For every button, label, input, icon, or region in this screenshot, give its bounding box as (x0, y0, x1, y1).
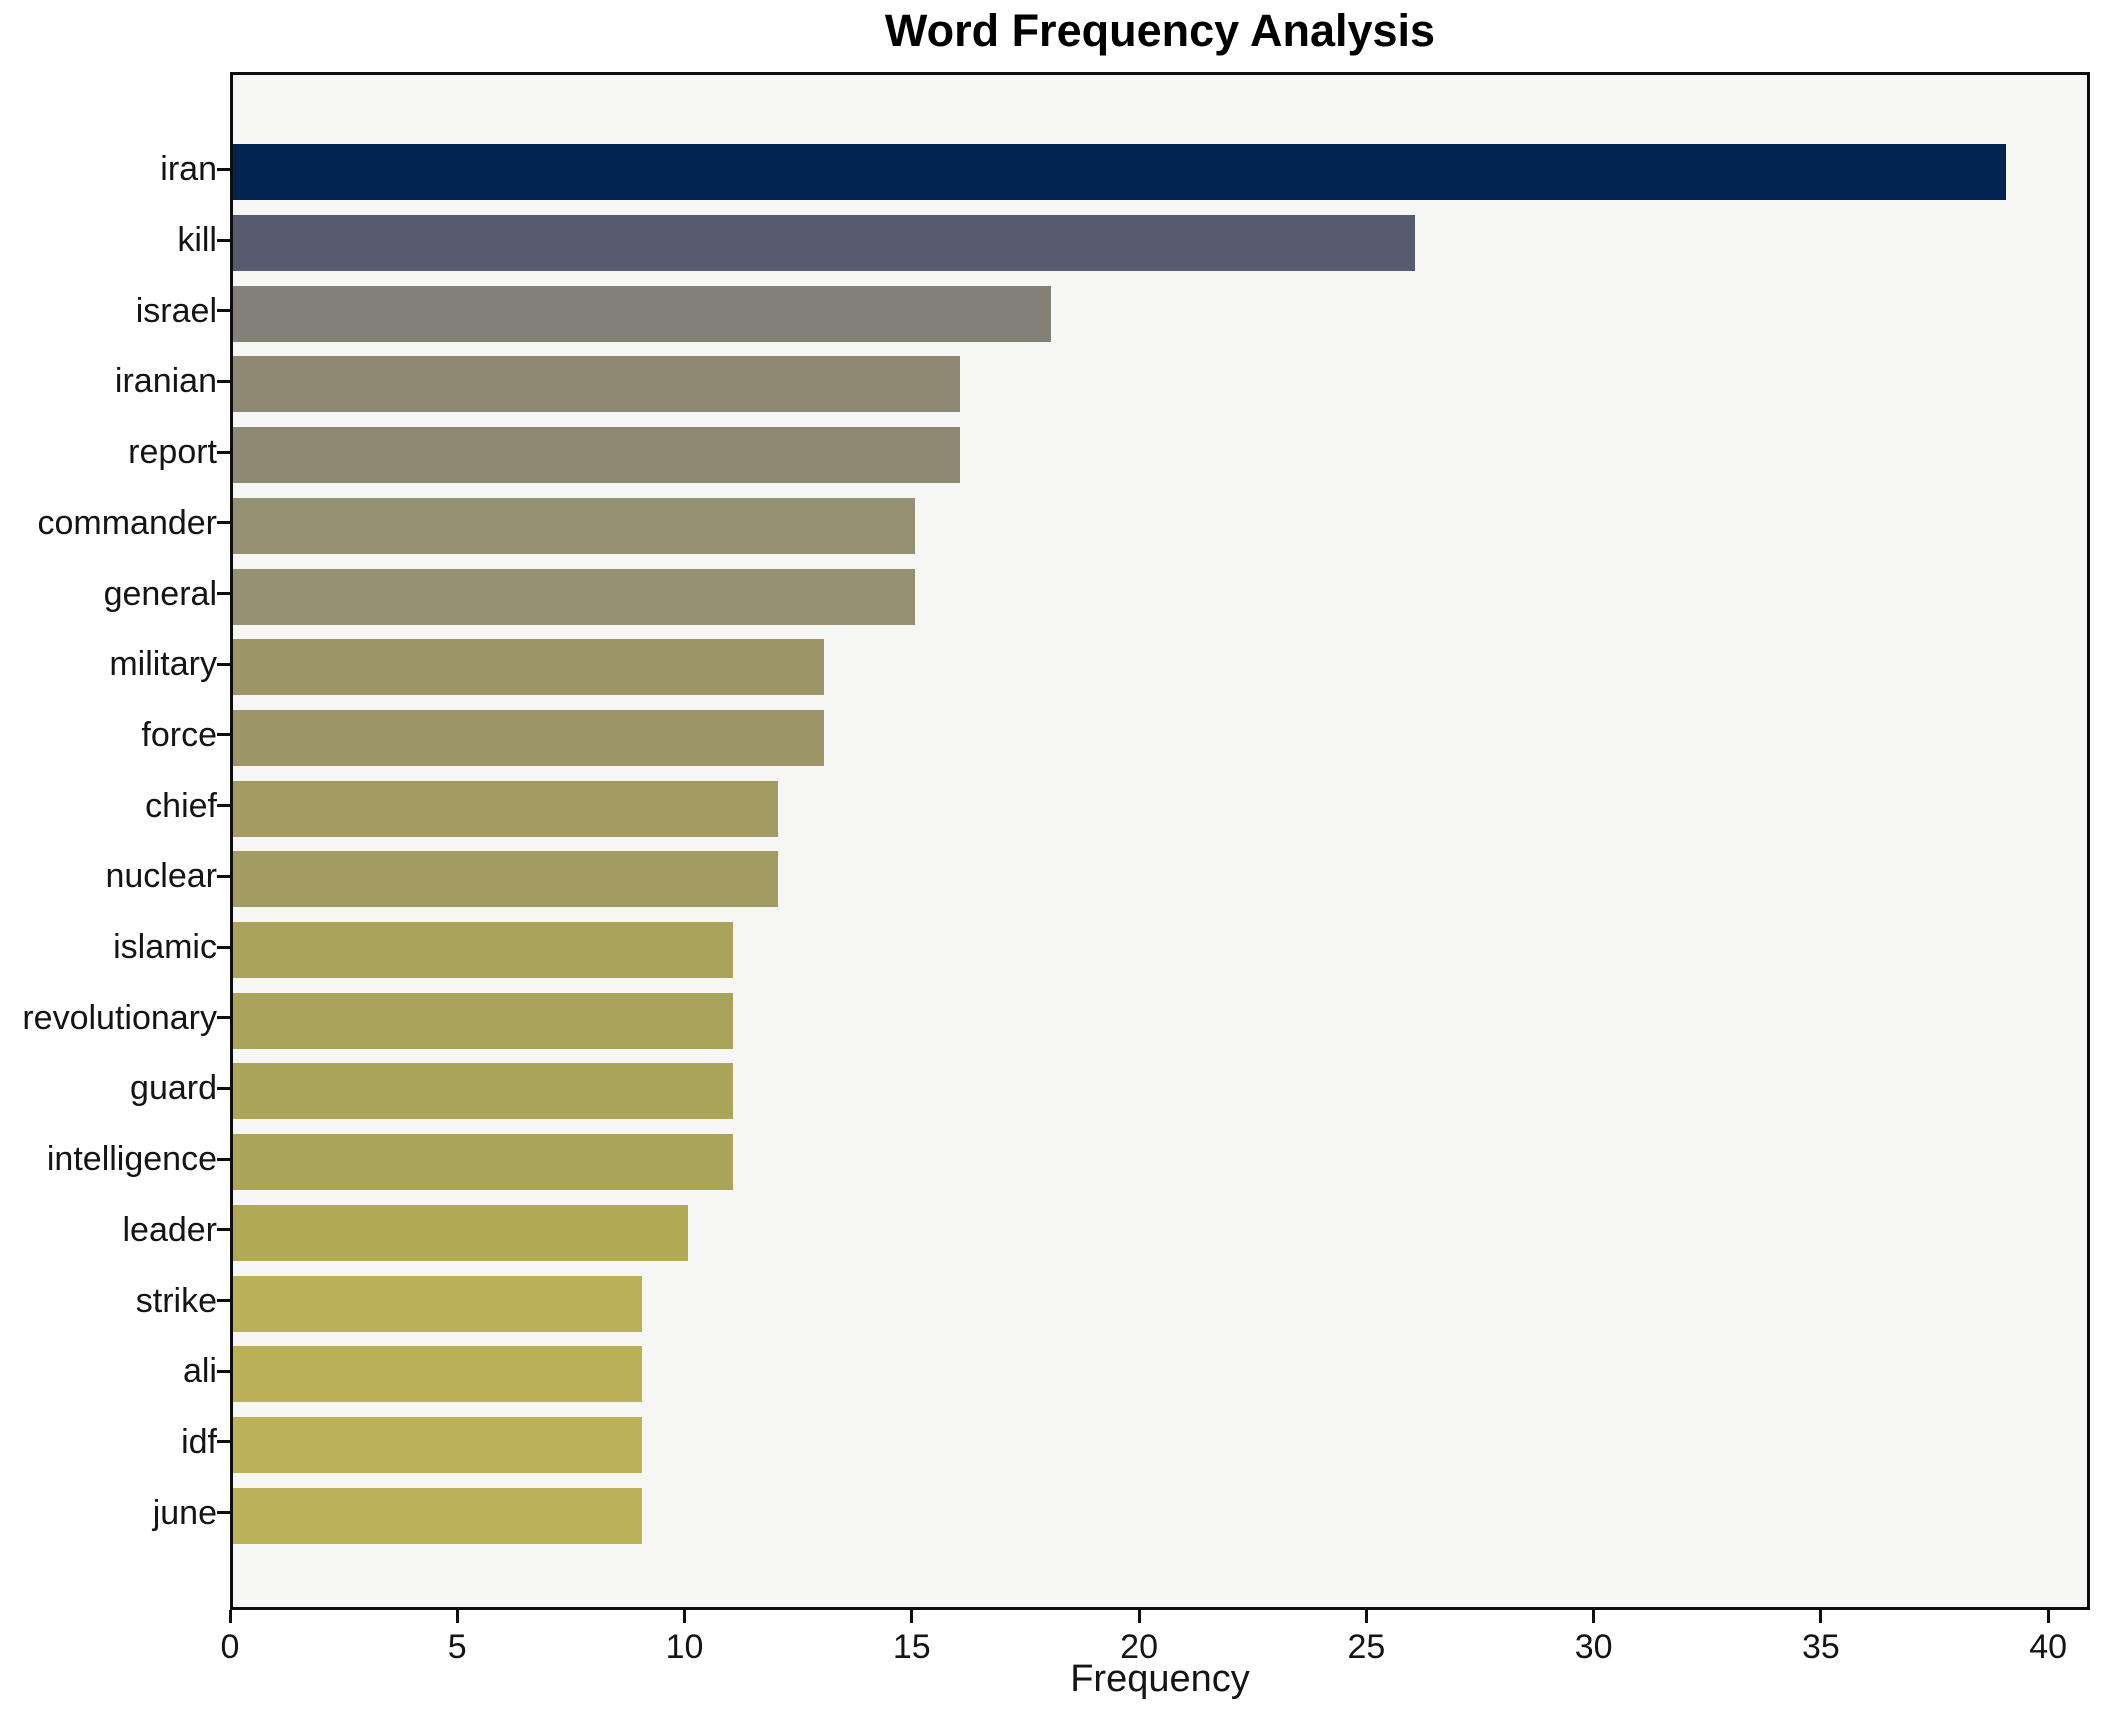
ytick-mark (217, 1086, 230, 1090)
xtick-label-20: 20 (1120, 1628, 1158, 1666)
xtick-mark (1819, 1610, 1823, 1623)
ytick-label-revolutionary: revolutionary (22, 998, 217, 1037)
xtick-label-5: 5 (447, 1628, 467, 1666)
ytick-label-israel: israel (135, 291, 217, 330)
xtick-label-40: 40 (2029, 1628, 2068, 1666)
xtick-mark (910, 1610, 914, 1623)
xtick-label-10: 10 (665, 1628, 704, 1666)
ytick-label-iranian: iranian (114, 362, 217, 401)
ytick-label-nuclear: nuclear (105, 857, 217, 896)
ytick-mark (217, 804, 230, 808)
x-axis-label: Frequency (1070, 1658, 1250, 1700)
chart-title: Word Frequency Analysis (884, 5, 1436, 56)
ytick-label-intelligence: intelligence (46, 1140, 217, 1179)
ytick-mark (217, 379, 230, 383)
bar-kill (233, 215, 1415, 272)
bar-ali (233, 1346, 643, 1403)
bar-leader (233, 1204, 688, 1261)
ytick-mark (217, 167, 230, 171)
ytick-label-june: june (152, 1493, 217, 1532)
ytick-label-report: report (128, 433, 217, 472)
bar-islamic (233, 922, 733, 979)
bar-general (233, 568, 915, 625)
ytick-label-force: force (141, 715, 217, 754)
ytick-label-strike: strike (135, 1281, 217, 1320)
bar-strike (233, 1275, 643, 1332)
ytick-mark (217, 592, 230, 596)
ytick-mark (217, 309, 230, 313)
bar-intelligence (233, 1134, 733, 1191)
ytick-label-chief: chief (145, 786, 217, 825)
xtick-label-30: 30 (1574, 1628, 1613, 1666)
ytick-mark (217, 874, 230, 878)
ytick-label-commander: commander (37, 503, 217, 542)
xtick-mark (228, 1610, 232, 1623)
bar-israel (233, 285, 1052, 342)
bar-idf (233, 1416, 643, 1473)
bar-guard (233, 1063, 733, 1120)
ytick-label-guard: guard (130, 1069, 217, 1108)
bar-iran (233, 144, 2006, 201)
ytick-mark (217, 1440, 230, 1444)
ytick-label-kill: kill (177, 221, 217, 260)
xtick-label-35: 35 (1801, 1628, 1840, 1666)
bar-chief (233, 780, 779, 837)
xtick-mark (1137, 1610, 1141, 1623)
ytick-label-ali: ali (182, 1352, 217, 1391)
xtick-mark (1364, 1610, 1368, 1623)
ytick-mark (217, 1157, 230, 1161)
ytick-mark (217, 662, 230, 666)
xtick-mark (455, 1610, 459, 1623)
ytick-mark (217, 521, 230, 525)
xtick-label-0: 0 (220, 1628, 240, 1666)
ytick-label-general: general (103, 574, 217, 613)
ytick-mark (217, 733, 230, 737)
bar-report (233, 427, 961, 484)
xtick-label-15: 15 (892, 1628, 931, 1666)
ytick-mark (217, 1511, 230, 1515)
plot-area (230, 72, 2090, 1610)
ytick-label-idf: idf (181, 1422, 217, 1461)
ytick-mark (217, 1228, 230, 1232)
ytick-mark (217, 238, 230, 242)
bar-military (233, 639, 824, 696)
ytick-label-islamic: islamic (113, 928, 217, 967)
ytick-label-leader: leader (122, 1210, 217, 1249)
bar-force (233, 709, 824, 766)
xtick-label-25: 25 (1347, 1628, 1386, 1666)
ytick-mark (217, 450, 230, 454)
ytick-label-military: military (109, 645, 217, 684)
xtick-mark (1592, 1610, 1596, 1623)
ytick-mark (217, 945, 230, 949)
bar-revolutionary (233, 992, 733, 1049)
ytick-label-iran: iran (160, 150, 217, 189)
bar-iranian (233, 356, 961, 413)
ytick-mark (217, 1369, 230, 1373)
ytick-mark (217, 1016, 230, 1020)
ytick-mark (217, 1299, 230, 1303)
xtick-mark (683, 1610, 687, 1623)
bar-commander (233, 497, 915, 554)
bar-june (233, 1487, 643, 1544)
xtick-mark (2046, 1610, 2050, 1623)
bar-nuclear (233, 851, 779, 908)
